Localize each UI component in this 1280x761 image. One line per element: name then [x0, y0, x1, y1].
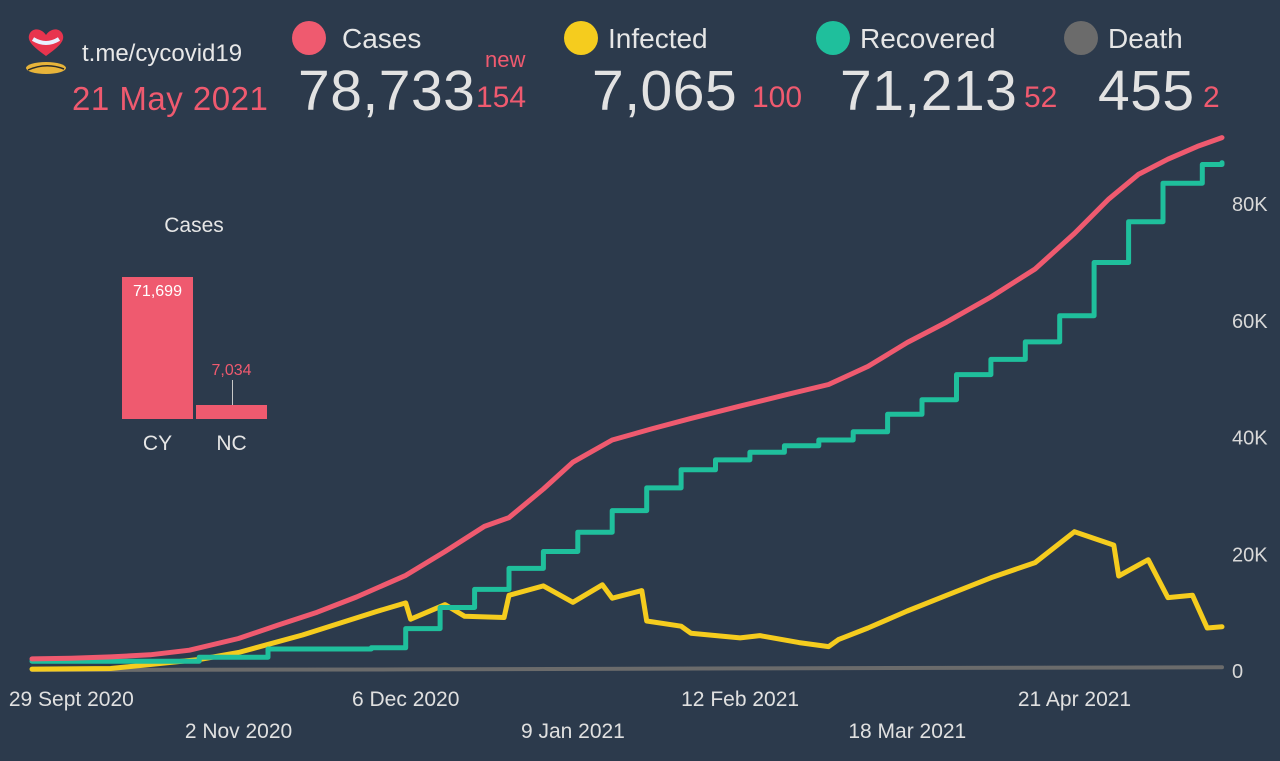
x-tick-label: 6 Dec 2020: [352, 688, 459, 711]
death-label: Death: [1108, 23, 1183, 54]
mini-bar-nc-leader-line: [231, 380, 233, 406]
report-date: 21 May 2021: [72, 80, 269, 117]
mini-bar-cy-category: CY: [142, 432, 173, 455]
cases-new-value: 154: [476, 81, 527, 114]
death-value: 455: [1098, 59, 1195, 123]
x-tick-label: 2 Nov 2020: [185, 720, 292, 743]
channel-link[interactable]: t.me/cycovid19: [82, 40, 243, 67]
x-tick-label: 29 Sept 2020: [9, 688, 134, 711]
y-tick-label: 20K: [1232, 544, 1268, 566]
y-tick-label: 40K: [1232, 428, 1268, 450]
y-tick-label: 60K: [1232, 311, 1268, 333]
recovered-legend-dot: [816, 21, 850, 55]
cases-label: Cases: [342, 23, 422, 54]
series-line-death: [30, 665, 1224, 672]
mini-bar-nc-value: 7,034: [211, 362, 252, 379]
mini-bar-cy: [122, 277, 193, 419]
x-tick-label: 12 Feb 2021: [681, 688, 799, 711]
x-tick-label: 18 Mar 2021: [848, 720, 966, 743]
infected-value: 7,065: [592, 59, 738, 123]
new-caption: new: [485, 47, 526, 72]
channel-logo-icon: [22, 26, 70, 80]
series-line-recovered: [29, 160, 1225, 664]
death-legend-dot: [1064, 21, 1098, 55]
recovered-value: 71,213: [840, 59, 1018, 123]
death-new-value: 2: [1203, 81, 1220, 114]
series-line-infected: [29, 529, 1225, 672]
infected-new-value: 100: [752, 81, 803, 114]
mini-bar-cy-value: 71,699: [133, 283, 182, 300]
y-tick-label: 0: [1232, 661, 1243, 683]
mini-bar-nc: [196, 405, 267, 419]
infected-legend-dot: [564, 21, 598, 55]
recovered-label: Recovered: [860, 23, 996, 54]
mini-chart-title: Cases: [164, 214, 224, 237]
cases-legend-dot: [292, 21, 326, 55]
recovered-new-value: 52: [1024, 81, 1058, 114]
x-tick-label: 21 Apr 2021: [1018, 688, 1131, 711]
y-tick-label: 80K: [1232, 194, 1268, 216]
series-line-cases: [29, 135, 1225, 662]
x-tick-label: 9 Jan 2021: [521, 720, 625, 743]
infected-label: Infected: [608, 23, 708, 54]
cases-value: 78,733: [298, 59, 476, 123]
mini-bar-nc-category: NC: [216, 432, 247, 455]
